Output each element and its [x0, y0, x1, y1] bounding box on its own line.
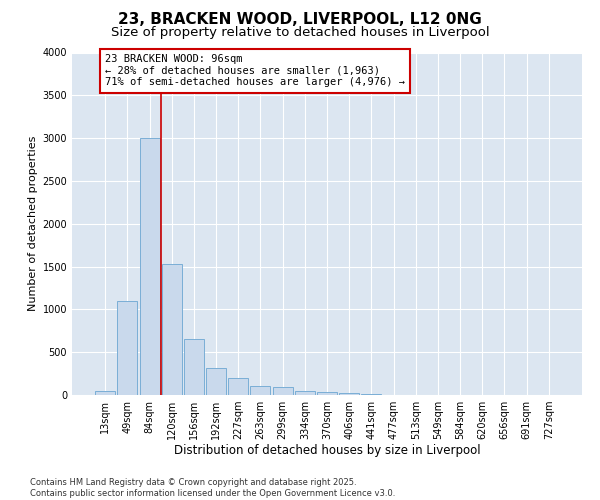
Bar	[140, 138, 160, 395]
Bar	[184, 340, 204, 395]
Bar	[228, 378, 248, 395]
Bar	[361, 394, 382, 395]
Text: Contains HM Land Registry data © Crown copyright and database right 2025.
Contai: Contains HM Land Registry data © Crown c…	[30, 478, 395, 498]
X-axis label: Distribution of detached houses by size in Liverpool: Distribution of detached houses by size …	[173, 444, 481, 456]
Bar	[272, 388, 293, 395]
Bar	[295, 390, 315, 395]
Y-axis label: Number of detached properties: Number of detached properties	[28, 136, 38, 312]
Bar	[206, 368, 226, 395]
Bar	[118, 301, 137, 395]
Bar	[317, 392, 337, 395]
Text: 23 BRACKEN WOOD: 96sqm
← 28% of detached houses are smaller (1,963)
71% of semi-: 23 BRACKEN WOOD: 96sqm ← 28% of detached…	[105, 54, 405, 88]
Text: Size of property relative to detached houses in Liverpool: Size of property relative to detached ho…	[110, 26, 490, 39]
Bar	[339, 394, 359, 395]
Text: 23, BRACKEN WOOD, LIVERPOOL, L12 0NG: 23, BRACKEN WOOD, LIVERPOOL, L12 0NG	[118, 12, 482, 28]
Bar	[95, 390, 115, 395]
Bar	[250, 386, 271, 395]
Bar	[162, 264, 182, 395]
